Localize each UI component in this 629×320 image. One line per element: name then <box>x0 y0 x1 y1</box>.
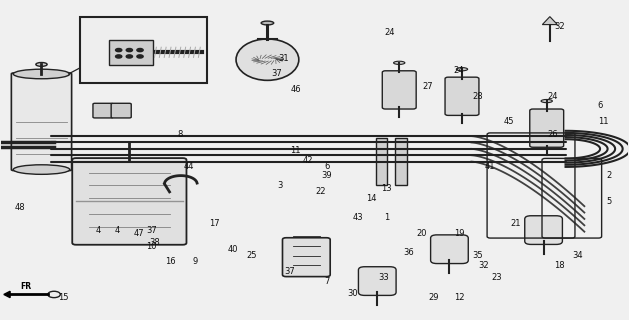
Text: 11: 11 <box>598 117 608 126</box>
Text: 11: 11 <box>291 146 301 155</box>
Circle shape <box>126 49 133 52</box>
Ellipse shape <box>236 39 299 80</box>
Text: 13: 13 <box>381 184 392 193</box>
Text: 9: 9 <box>192 258 198 267</box>
Ellipse shape <box>394 61 405 64</box>
Text: 10: 10 <box>146 242 157 251</box>
Text: 35: 35 <box>472 251 483 260</box>
Text: 25: 25 <box>247 251 257 260</box>
Text: 24: 24 <box>384 28 395 37</box>
Text: 44: 44 <box>184 162 194 171</box>
Text: 7: 7 <box>325 276 330 285</box>
Bar <box>376 138 387 186</box>
Text: 3: 3 <box>277 181 282 190</box>
Text: 24: 24 <box>548 92 559 101</box>
Polygon shape <box>4 291 10 298</box>
Text: 37: 37 <box>146 226 157 235</box>
Text: 20: 20 <box>416 229 426 238</box>
Ellipse shape <box>13 69 70 79</box>
Circle shape <box>116 49 122 52</box>
Text: 43: 43 <box>353 213 364 222</box>
Bar <box>396 138 407 186</box>
Text: 4: 4 <box>114 226 120 235</box>
Text: 16: 16 <box>165 258 175 267</box>
Text: 48: 48 <box>14 203 25 212</box>
Text: 6: 6 <box>325 162 330 171</box>
Text: 12: 12 <box>454 292 464 301</box>
Text: 34: 34 <box>573 251 584 260</box>
Ellipse shape <box>36 62 47 66</box>
Text: 1: 1 <box>384 213 389 222</box>
Text: 36: 36 <box>403 248 414 257</box>
Text: 17: 17 <box>209 219 220 228</box>
Circle shape <box>126 55 133 58</box>
Text: 38: 38 <box>149 238 160 247</box>
Text: 28: 28 <box>472 92 483 101</box>
Text: 37: 37 <box>272 69 282 78</box>
Text: 5: 5 <box>607 197 612 206</box>
Circle shape <box>137 49 143 52</box>
Text: 18: 18 <box>554 261 565 270</box>
Text: 27: 27 <box>422 82 433 91</box>
Text: 45: 45 <box>504 117 515 126</box>
FancyBboxPatch shape <box>431 235 468 264</box>
Text: 22: 22 <box>316 188 326 196</box>
Text: 41: 41 <box>485 162 496 171</box>
FancyBboxPatch shape <box>80 17 207 83</box>
FancyBboxPatch shape <box>11 73 72 171</box>
Text: 4: 4 <box>96 226 101 235</box>
Text: 46: 46 <box>291 85 301 94</box>
Text: 47: 47 <box>133 229 144 238</box>
Text: 24: 24 <box>454 66 464 75</box>
Text: 14: 14 <box>365 194 376 203</box>
FancyBboxPatch shape <box>359 267 396 295</box>
Ellipse shape <box>13 165 70 174</box>
FancyBboxPatch shape <box>525 216 562 244</box>
Text: 15: 15 <box>58 292 69 301</box>
FancyBboxPatch shape <box>382 71 416 109</box>
Circle shape <box>137 55 143 58</box>
Polygon shape <box>542 17 557 25</box>
Text: 23: 23 <box>491 273 502 282</box>
Ellipse shape <box>541 100 552 103</box>
Text: 37: 37 <box>284 267 295 276</box>
Text: 19: 19 <box>454 229 464 238</box>
FancyBboxPatch shape <box>111 103 131 118</box>
Text: 42: 42 <box>303 156 313 164</box>
Text: 6: 6 <box>598 101 603 110</box>
Ellipse shape <box>261 21 274 25</box>
Text: 40: 40 <box>228 245 238 254</box>
Text: 39: 39 <box>322 172 332 180</box>
FancyBboxPatch shape <box>445 77 479 116</box>
Text: 26: 26 <box>548 130 559 139</box>
Text: 29: 29 <box>428 292 439 301</box>
Text: 2: 2 <box>607 172 612 180</box>
Text: FR: FR <box>20 282 31 291</box>
Text: 33: 33 <box>378 273 389 282</box>
FancyBboxPatch shape <box>109 40 153 65</box>
Text: 32: 32 <box>554 22 565 31</box>
Text: 8: 8 <box>177 130 182 139</box>
Circle shape <box>116 55 122 58</box>
FancyBboxPatch shape <box>93 103 113 118</box>
FancyBboxPatch shape <box>282 238 330 276</box>
Text: 21: 21 <box>510 219 521 228</box>
FancyBboxPatch shape <box>72 158 186 245</box>
FancyBboxPatch shape <box>530 109 564 147</box>
Ellipse shape <box>457 68 467 71</box>
Text: 31: 31 <box>278 53 289 62</box>
Text: 32: 32 <box>479 261 489 270</box>
Text: 30: 30 <box>347 289 357 298</box>
